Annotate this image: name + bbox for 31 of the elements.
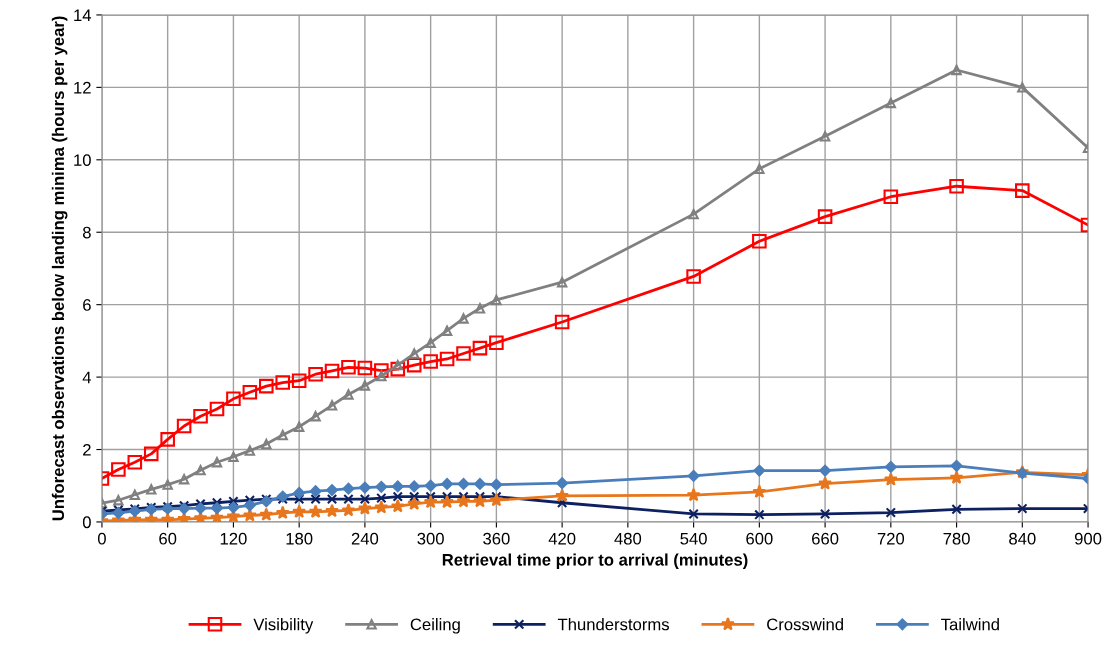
x-tick-label: 240 xyxy=(351,532,379,545)
legend-label: Ceiling xyxy=(410,618,460,634)
y-tick-label: 10 xyxy=(74,154,91,167)
x-tick-label: 540 xyxy=(680,532,707,545)
legend-label: Visibility xyxy=(253,618,314,634)
x-tick-label: 900 xyxy=(1074,532,1102,545)
x-tick-label: 720 xyxy=(877,532,905,545)
x-tick-label: 180 xyxy=(286,532,313,545)
x-tick-label: 840 xyxy=(1009,532,1036,545)
x-tick-label: 120 xyxy=(220,532,247,545)
x-tick-label: 60 xyxy=(159,532,177,545)
x-tick-label: 480 xyxy=(614,532,642,545)
x-tick-label: 300 xyxy=(417,532,444,545)
x-tick-label: 420 xyxy=(548,532,576,545)
legend-label: Crosswind xyxy=(767,618,843,631)
x-tick-label: 660 xyxy=(812,532,839,545)
legend-label: Thunderstorms xyxy=(557,618,669,631)
x-tick-label: 360 xyxy=(483,532,510,545)
x-tick-label: 600 xyxy=(746,532,773,545)
y-axis-title: Unforecast observations below landing minima (hours per year) xyxy=(51,16,68,521)
y-tick-label: 2 xyxy=(83,443,91,456)
y-tick-label: 4 xyxy=(82,371,92,384)
x-tick-label: 780 xyxy=(943,532,970,545)
y-tick-label: 0 xyxy=(82,516,91,529)
legend-label: Tailwind xyxy=(941,618,999,631)
x-axis-title: Retrieval time prior to arrival (minutes) xyxy=(442,553,748,569)
y-tick-label: 14 xyxy=(74,9,92,21)
y-tick-label: 12 xyxy=(74,81,91,94)
y-tick-label: 6 xyxy=(83,299,91,311)
x-tick-label: 0 xyxy=(97,532,106,545)
y-tick-label: 8 xyxy=(82,226,91,239)
